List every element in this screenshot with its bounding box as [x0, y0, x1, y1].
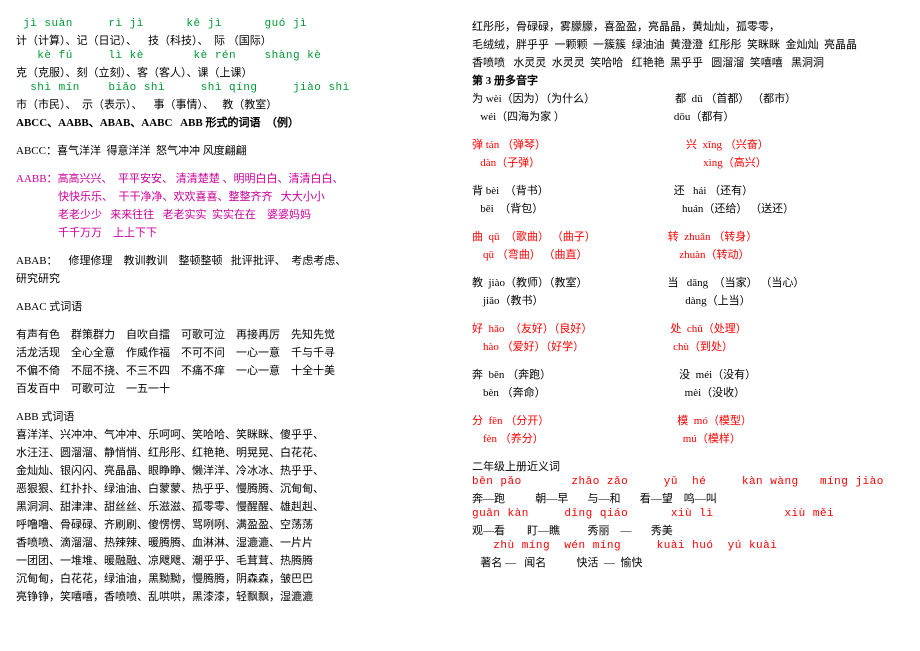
- syn-hanzi: 观—看 盯—瞧 秀丽 — 秀美: [472, 522, 904, 538]
- syn-hanzi: 著名 — 闻名 快活 — 愉快: [472, 554, 904, 570]
- abac-line: 百发百中 可歌可泣 一五一十: [16, 380, 448, 396]
- abac-title: ABAC 式词语: [16, 298, 448, 314]
- dyz-row: 教 jiào（教师）（教室）当 dāng （当家） （当心）: [472, 274, 904, 290]
- dyz-row: 好 hǎo （友好）（良好）处 chǔ（处理）: [472, 320, 904, 336]
- dyz-row: qū （弯曲） （曲直） zhuàn（转动）: [472, 246, 904, 262]
- text-line: 红彤彤，骨碌碌，雾朦朦，喜盈盈，亮晶晶，黄灿灿，孤零零，: [472, 18, 904, 34]
- abb-line: 恶狠狠、红扑扑、绿油油、白蒙蒙、热乎乎、慢腾腾、沉甸甸、: [16, 480, 448, 496]
- pinyin-line: shì mín biǎo shì shì qíng jiào shì: [16, 82, 448, 94]
- aabb-line: 老老少少 来来往往 老老实实 实实在在 婆婆妈妈: [16, 206, 448, 222]
- abcc-line: ABCC：喜气洋洋 得意洋洋 怒气冲冲 风度翩翩: [16, 142, 448, 158]
- abb-line: 喜洋洋、兴冲冲、气冲冲、乐呵呵、笑哈哈、笑眯眯、傻乎乎、: [16, 426, 448, 442]
- syn-pinyin: guān kàn dīng qiáo xiù lì xiù měi: [472, 508, 904, 520]
- dyz-row: 奔 bēn （奔跑）没 méi（没有）: [472, 366, 904, 382]
- dyz-row: 弹 tán （弹琴）兴 xīng （兴奋）: [472, 136, 904, 152]
- abb-line: 香喷喷、滴溜溜、热辣辣、暖腾腾、血淋淋、湿漉漉、一片片: [16, 534, 448, 550]
- dyz-row: 为 wèi（因为）（为什么）都 dū （首都） （都市）: [472, 90, 904, 106]
- dyz-row: fèn （养分） mú（模样）: [472, 430, 904, 446]
- text-line: 毛绒绒，胖乎乎 一颗颗 一簇簇 绿油油 黄澄澄 红彤彤 笑眯眯 金灿灿 亮晶晶: [472, 36, 904, 52]
- abac-line: 有声有色 群策群力 自吹自擂 可歌可泣 再接再厉 先知先觉: [16, 326, 448, 342]
- abab-line: ABAB： 修理修理 教训教训 整顿整顿 批评批评、 考虑考虑、: [16, 252, 448, 268]
- syn-hanzi: 奔—跑 朝—早 与—和 看—望 鸣—叫: [472, 490, 904, 506]
- pinyin-line: jì suàn rì jì kē jì guó jì: [16, 18, 448, 30]
- dyz-row: bèn （奔命） mèi（没收）: [472, 384, 904, 400]
- section-title: ABCC、AABB、ABAB、AABC ABB 形式的词语 （例）: [16, 114, 448, 130]
- left-column: jì suàn rì jì kē jì guó jì 计（计算）、记（日记）、 …: [16, 16, 448, 606]
- syn-title: 二年级上册近义词: [472, 458, 904, 474]
- dyz-row: bēi （背包） huán（还给） （送还）: [472, 200, 904, 216]
- hanzi-line: 计（计算）、记（日记）、 技（科技）、 际 （国际）: [16, 32, 448, 48]
- abb-line: 一团团、一堆堆、暖融融、凉飕飕、潮乎乎、毛茸茸、热腾腾: [16, 552, 448, 568]
- hanzi-line: 克（克服）、刻（立刻）、客（客人）、课（上课）: [16, 64, 448, 80]
- dyz-row: wéi（四海为家 ） dōu（都有）: [472, 108, 904, 124]
- abb-title: ABB 式词语: [16, 408, 448, 424]
- syn-pinyin: bēn pǎo zhāo zǎo yǔ hé kàn wàng míng jià…: [472, 476, 904, 488]
- abb-line: 沉甸甸，白花花，绿油油，黑黝黝，慢腾腾，阴森森，皱巴巴: [16, 570, 448, 586]
- hanzi-line: 市（市民）、 示（表示）、 事（事情）、 教（教室）: [16, 96, 448, 112]
- dyz-row: hào （爱好）（好学） chù（到处）: [472, 338, 904, 354]
- section-title: 第 3 册多音字: [472, 72, 904, 88]
- aabb-line: 快快乐乐、 干干净净、欢欢喜喜、整整齐齐 大大小小: [16, 188, 448, 204]
- aabb-block: AABB：高高兴兴、 平平安安、 清清楚楚 、明明白白、清清白白、: [16, 170, 448, 186]
- pinyin-line: kè fú lì kè kè rén shàng kè: [16, 50, 448, 62]
- abb-line: 金灿灿、银闪闪、亮晶晶、眼睁睁、懒洋洋、冷冰冰、热乎乎、: [16, 462, 448, 478]
- abab-line: 研究研究: [16, 270, 448, 286]
- abb-line: 水汪汪、圆溜溜、静悄悄、红彤彤、红艳艳、明晃晃、白花花、: [16, 444, 448, 460]
- abac-line: 不偏不倚 不屈不挠、不三不四 不痛不痒 一心一意 十全十美: [16, 362, 448, 378]
- dyz-row: 分 fēn （分开）模 mó（模型）: [472, 412, 904, 428]
- dyz-row: jiāo（教书） dàng（上当）: [472, 292, 904, 308]
- text-line: 香喷喷 水灵灵 水灵灵 笑哈哈 红艳艳 黑乎乎 圆溜溜 笑嘻嘻 黑洞洞: [472, 54, 904, 70]
- abb-line: 亮铮铮，笑嘻嘻，香喷喷、乱哄哄，黑漆漆，轻飘飘，湿漉漉: [16, 588, 448, 604]
- dyz-row: dàn（子弹） xìng（高兴）: [472, 154, 904, 170]
- abac-line: 活龙活现 全心全意 作威作福 不可不问 一心一意 千与千寻: [16, 344, 448, 360]
- abb-line: 呼噜噜、骨碌碌、齐刷刷、傻愣愣、骂咧咧、满盈盈、空荡荡: [16, 516, 448, 532]
- aabb-line: 千千万万 上上下下: [16, 224, 448, 240]
- dyz-row: 背 bèi （背书）还 hái （还有）: [472, 182, 904, 198]
- dyz-row: 曲 qǔ （歌曲） （曲子）转 zhuǎn （转身）: [472, 228, 904, 244]
- right-column: 红彤彤，骨碌碌，雾朦朦，喜盈盈，亮晶晶，黄灿灿，孤零零， 毛绒绒，胖乎乎 一颗颗…: [472, 16, 904, 606]
- abb-line: 黑洞洞、甜津津、甜丝丝、乐滋滋、孤零零、慢醒醒、雄赳赳、: [16, 498, 448, 514]
- syn-pinyin: zhù míng wén míng kuài huó yú kuài: [472, 540, 904, 552]
